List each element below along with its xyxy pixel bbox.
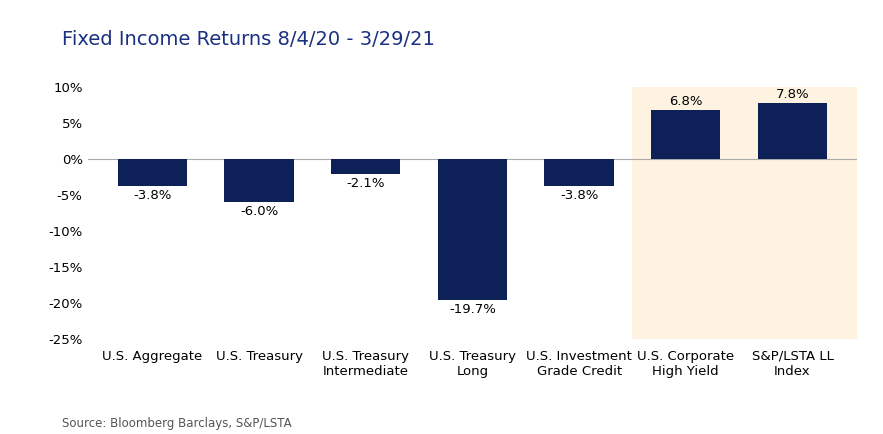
Bar [758, 102, 827, 159]
Bar [632, 87, 857, 339]
Text: 7.8%: 7.8% [775, 88, 810, 101]
Text: Source: Bloomberg Barclays, S&P/LSTA: Source: Bloomberg Barclays, S&P/LSTA [62, 417, 291, 430]
Bar [117, 159, 187, 186]
Text: -6.0%: -6.0% [240, 205, 278, 218]
Text: -2.1%: -2.1% [346, 177, 385, 190]
Text: 6.8%: 6.8% [669, 95, 703, 108]
Text: -3.8%: -3.8% [560, 189, 599, 202]
Text: Fixed Income Returns 8/4/20 - 3/29/21: Fixed Income Returns 8/4/20 - 3/29/21 [62, 30, 434, 49]
Bar [545, 159, 614, 186]
Bar [438, 159, 507, 300]
Bar [224, 159, 294, 202]
Text: -3.8%: -3.8% [133, 189, 171, 202]
Text: -19.7%: -19.7% [449, 303, 496, 316]
Bar [651, 110, 721, 159]
Bar [331, 159, 400, 174]
